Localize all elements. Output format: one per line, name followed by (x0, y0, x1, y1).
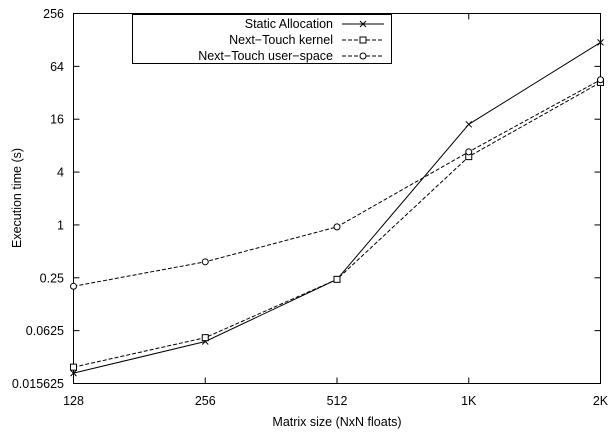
legend-label-2: Next−Touch user−space (198, 49, 333, 63)
x-tick-label: 128 (63, 394, 84, 408)
y-tick-label: 0.015625 (12, 377, 64, 391)
x-tick-label: 512 (327, 394, 348, 408)
y-tick-label: 0.25 (40, 271, 64, 285)
data-point (70, 369, 77, 377)
legend-marker (359, 20, 367, 28)
y-tick-label: 256 (43, 7, 64, 21)
series-2 (70, 76, 604, 290)
series-line (73, 79, 601, 287)
data-point (201, 334, 209, 342)
legend-box (132, 14, 392, 64)
x-tick-label: 1K (461, 394, 477, 408)
legend-marker (359, 36, 367, 44)
y-tick-label: 4 (57, 166, 64, 180)
data-point (333, 275, 341, 283)
legend-swatch-0 (342, 20, 384, 28)
y-tick-label: 1 (57, 218, 64, 232)
y-tick-label: 0.0625 (26, 324, 64, 338)
legend-marker (359, 52, 367, 60)
data-point (70, 282, 77, 290)
ticks: 128 256 512 1K 2K 0.015625 0.0625 0.25 1 4 16 64 256 (12, 7, 608, 408)
data-point (201, 258, 209, 266)
series-0 (70, 39, 604, 377)
legend-label-0: Static Allocation (245, 17, 333, 31)
series-layer (70, 39, 604, 377)
legend-swatch-1 (342, 36, 384, 44)
y-tick-label: 64 (50, 60, 64, 74)
x-tick-label: 256 (195, 394, 216, 408)
data-point (333, 223, 341, 231)
data-point (465, 120, 473, 128)
data-point (597, 39, 604, 46)
legend-swatch-2 (342, 52, 384, 60)
data-point (597, 76, 604, 84)
x-axis-label: Matrix size (NxN floats) (272, 415, 401, 429)
y-tick-label: 16 (50, 113, 64, 127)
legend-label-1: Next−Touch kernel (229, 33, 333, 47)
data-point (465, 148, 473, 156)
series-line (73, 41, 601, 374)
x-tick-label: 2K (593, 394, 608, 408)
legend: Static Allocation Next−Touch kernel Next… (132, 14, 392, 64)
y-axis-label: Execution time (s) (10, 148, 24, 248)
data-point (70, 363, 77, 371)
plot-frame (73, 13, 601, 384)
